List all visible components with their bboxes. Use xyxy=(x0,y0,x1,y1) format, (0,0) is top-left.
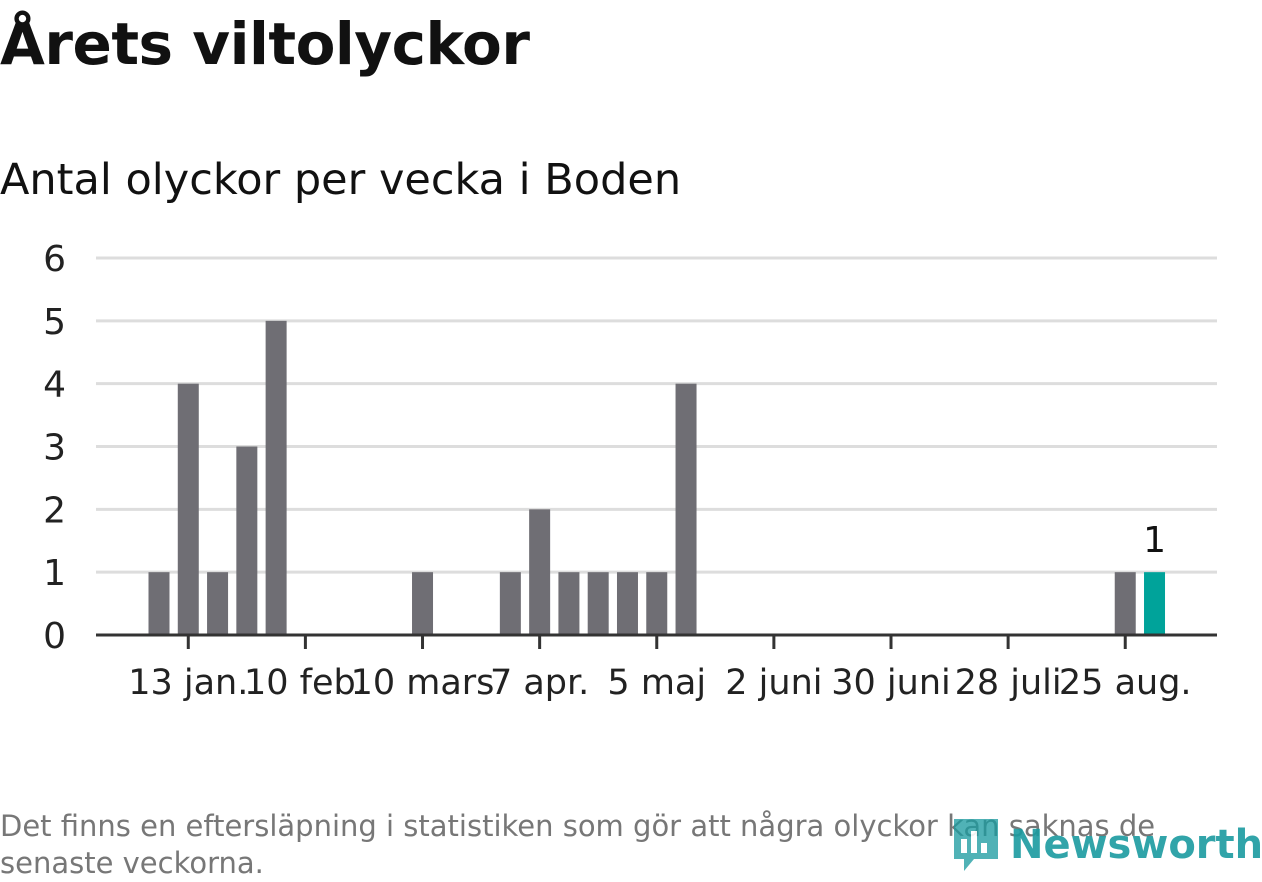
x-tick-label: 5 maj xyxy=(607,663,706,703)
bar xyxy=(529,509,551,635)
y-tick-label: 1 xyxy=(43,553,66,594)
y-tick-label: 3 xyxy=(43,428,66,469)
chart-title: Årets viltolyckor xyxy=(0,10,530,78)
highlight-bar xyxy=(1144,572,1166,635)
bar xyxy=(412,572,434,635)
brand-name: Newsworthy xyxy=(1010,822,1262,868)
bar xyxy=(148,572,170,635)
data-label: 1 xyxy=(1143,520,1166,561)
bar xyxy=(616,572,638,635)
x-tick-label: 7 apr. xyxy=(490,663,589,703)
x-tick-label: 28 juli xyxy=(955,663,1062,703)
x-tick-label: 13 jan. xyxy=(128,663,248,703)
bar xyxy=(207,572,229,635)
bar xyxy=(675,383,697,635)
y-tick-label: 5 xyxy=(43,302,66,343)
y-tick-label: 2 xyxy=(43,490,66,531)
bar xyxy=(265,320,287,635)
x-tick-label: 2 juni xyxy=(725,663,822,703)
x-tick-label: 25 aug. xyxy=(1059,663,1192,703)
newsworthy-logo: Newsworthy xyxy=(950,815,1262,875)
bar xyxy=(1114,572,1136,635)
x-tick-label: 10 mars xyxy=(351,663,495,703)
y-tick-label: 6 xyxy=(43,239,66,280)
bar xyxy=(236,446,258,635)
x-tick-label: 10 feb. xyxy=(244,663,367,703)
bar xyxy=(587,572,609,635)
newsworthy-logo-icon xyxy=(954,819,998,871)
y-tick-label: 4 xyxy=(43,365,66,406)
x-tick-label: 30 juni xyxy=(831,663,950,703)
chart-subtitle: Antal olyckor per vecka i Boden xyxy=(0,155,682,205)
bar xyxy=(177,383,199,635)
bar xyxy=(558,572,580,635)
bar xyxy=(646,572,668,635)
bar xyxy=(499,572,521,635)
y-tick-label: 0 xyxy=(43,616,66,657)
